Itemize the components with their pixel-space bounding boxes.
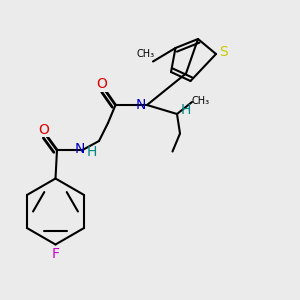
- Text: CH₃: CH₃: [192, 95, 210, 106]
- Text: H: H: [86, 146, 97, 159]
- Text: H: H: [181, 103, 191, 117]
- Text: CH₃: CH₃: [136, 49, 154, 59]
- Text: O: O: [38, 123, 49, 136]
- Text: O: O: [97, 77, 107, 91]
- Text: N: N: [136, 98, 146, 112]
- Text: N: N: [75, 142, 85, 156]
- Text: S: S: [219, 46, 228, 59]
- Text: F: F: [52, 247, 59, 260]
